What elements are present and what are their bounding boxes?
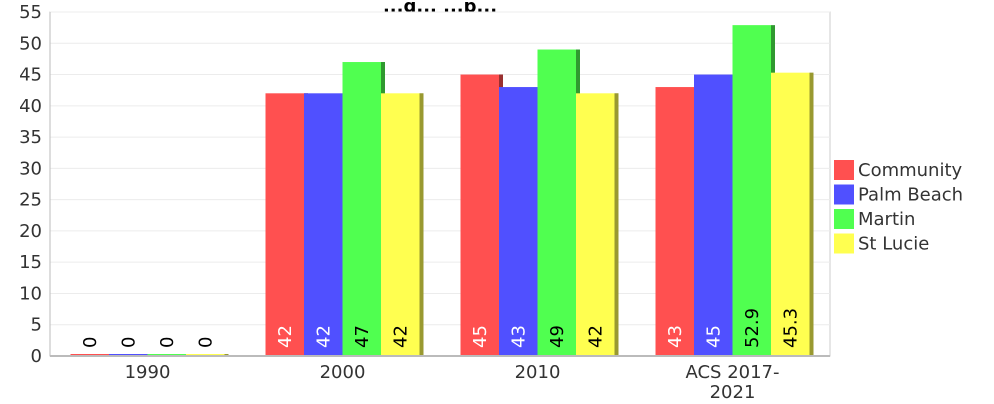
legend-label: Palm Beach <box>858 185 963 206</box>
bar <box>537 49 576 356</box>
data-label: 43 <box>665 325 686 348</box>
bar <box>265 93 304 357</box>
y-tick-label: 15 <box>19 252 42 273</box>
legend-swatch <box>834 184 854 205</box>
bar <box>304 93 343 357</box>
bar <box>499 87 538 357</box>
bars: 0 0 0 0 42 42 47 42 45 43 49 42 43 45 52.9 45.3 <box>70 25 814 357</box>
data-label: 45 <box>470 325 491 348</box>
data-label: 0 <box>195 337 216 348</box>
x-tick-label: 2010 <box>515 362 561 383</box>
data-label: 45 <box>703 325 724 348</box>
y-tick-label: 10 <box>19 283 42 304</box>
bar-side <box>809 72 814 356</box>
x-axis: 1990 2000 2010 ACS 2017-2021 <box>50 355 830 403</box>
data-label: 0 <box>157 337 178 348</box>
bar <box>655 87 694 357</box>
y-tick-label: 45 <box>19 65 42 86</box>
legend-swatch <box>834 233 854 254</box>
bar-side <box>614 93 619 357</box>
y-tick-label: 20 <box>19 221 42 242</box>
data-label: 47 <box>352 325 373 348</box>
data-label: 43 <box>508 325 529 348</box>
data-label: 42 <box>275 325 296 348</box>
bar <box>732 25 771 356</box>
legend-label: St Lucie <box>858 234 929 255</box>
data-label: 42 <box>585 325 606 348</box>
y-tick-label: 55 <box>19 2 42 23</box>
legend-label: Community <box>858 160 963 181</box>
y-tick-label: 50 <box>19 33 42 54</box>
bar <box>576 93 615 357</box>
bar <box>342 62 381 356</box>
legend: Community Palm Beach Martin St Lucie <box>834 160 963 255</box>
y-tick-label: 5 <box>31 315 42 336</box>
data-label: 49 <box>547 325 568 348</box>
bar <box>381 93 420 357</box>
bar <box>694 74 733 356</box>
data-label: 0 <box>118 337 139 348</box>
y-tick-label: 35 <box>19 127 42 148</box>
data-label: 42 <box>390 325 411 348</box>
bar <box>771 72 810 356</box>
y-tick-label: 25 <box>19 190 42 211</box>
legend-swatch <box>834 160 854 180</box>
x-tick-label: 2000 <box>320 362 366 383</box>
y-tick-label: 40 <box>19 96 42 117</box>
y-tick-label: 0 <box>31 346 42 367</box>
data-label: 52.9 <box>742 308 763 348</box>
y-axis: 0 5 10 15 20 25 30 35 40 45 50 55 <box>19 2 51 367</box>
x-tick-label: ACS 2017- <box>685 362 779 383</box>
data-label: 45.3 <box>780 308 801 348</box>
bar <box>460 74 499 356</box>
data-label: 42 <box>313 325 334 348</box>
bar-side <box>419 93 424 357</box>
y-tick-label: 30 <box>19 158 42 179</box>
legend-label: Martin <box>858 209 915 230</box>
legend-swatch <box>834 209 854 229</box>
data-label: 0 <box>80 337 101 348</box>
x-tick-label: 1990 <box>125 362 171 383</box>
x-tick-label: 2021 <box>710 382 756 403</box>
